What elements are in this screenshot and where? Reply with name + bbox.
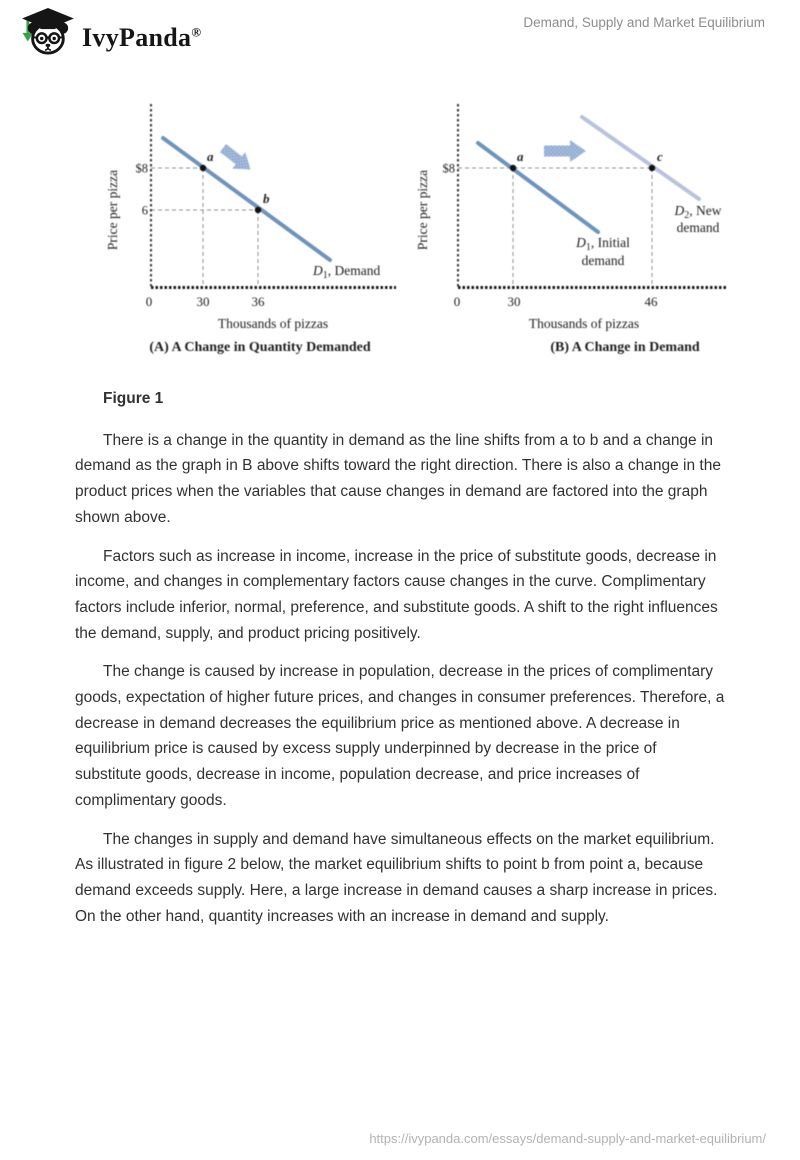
graph-a-point-a-label: a [207, 149, 214, 164]
graph-b-ylabel: Price per pizza [415, 170, 430, 250]
graph-a-point-b [254, 206, 262, 214]
graph-b-point-a [509, 164, 517, 172]
graph-b-xtick-46: 46 [645, 294, 659, 309]
panda-nose [45, 43, 51, 48]
ivypanda-logo-icon [22, 7, 74, 55]
graph-b-new-demand-line [580, 115, 701, 201]
graph-b-caption: (B) A Change in Demand [550, 340, 700, 355]
brand-name: IvyPanda® [82, 23, 202, 52]
graph-a-ytick-8: $8 [136, 162, 149, 176]
graph-a-point-a [199, 164, 207, 172]
graph-a-xtick-30: 30 [197, 294, 210, 309]
graph-b: a c D1, Initial demand D2, New demand $8… [415, 104, 728, 355]
graph-a-shift-arrow-icon [219, 144, 251, 170]
graph-a-guides [151, 167, 259, 286]
graph-b-new-demand-label: D2, New [674, 203, 722, 221]
graduation-cap [22, 7, 74, 30]
source-url: https://ivypanda.com/essays/demand-suppl… [369, 1131, 766, 1146]
graph-a-xlabel: Thousands of pizzas [218, 316, 328, 331]
figure-1-image: a b D1, Demand $8 6 0 30 36 Thousands of… [100, 98, 740, 363]
paragraph-1: There is a change in the quantity in dem… [75, 431, 721, 526]
graph-a: a b D1, Demand $8 6 0 30 36 Thousands of… [105, 104, 396, 355]
tassel-cord [26, 17, 30, 33]
document-title: Demand, Supply and Market Equilibrium [523, 15, 765, 30]
graph-b-initial-demand-line [476, 141, 600, 234]
graph-b-xtick-30: 30 [508, 294, 521, 309]
registered-trademark: ® [191, 24, 202, 40]
graph-b-guides [458, 167, 653, 286]
graph-a-xtick-0: 0 [146, 294, 153, 309]
graph-a-caption: (A) A Change in Quantity Demanded [149, 340, 371, 355]
essay-body: Figure 1 There is a change in the quanti… [75, 386, 727, 942]
paragraph-3: The change is caused by increase in popu… [75, 663, 725, 809]
graph-b-initial-demand-label: D1, Initial [575, 235, 630, 253]
figure-label: Figure 1 [103, 390, 164, 407]
graph-b-ytick-8: $8 [443, 162, 456, 176]
graph-a-ylabel: Price per pizza [105, 170, 120, 250]
tassel-arrow [22, 32, 34, 42]
graph-a-point-b-label: b [263, 191, 270, 206]
graph-a-demand-line [161, 136, 332, 262]
paragraph-4: The changes in supply and demand have si… [75, 830, 718, 925]
graph-a-ytick-6: 6 [142, 204, 148, 218]
graph-b-point-c-label: c [657, 149, 663, 164]
graph-b-shift-arrow-icon [544, 140, 586, 162]
graph-b-new-demand-label-2: demand [677, 220, 720, 235]
graph-b-point-a-label: a [517, 149, 524, 164]
graph-b-point-c [648, 164, 656, 172]
graph-a-demand-label: D1, Demand [312, 263, 380, 281]
demand-graphs-svg: a b D1, Demand $8 6 0 30 36 Thousands of… [105, 104, 728, 355]
graph-a-xtick-36: 36 [252, 294, 266, 309]
graph-b-initial-demand-label-2: demand [582, 253, 625, 268]
paragraph-2: Factors such as increase in income, incr… [75, 547, 718, 642]
graph-b-xtick-0: 0 [454, 294, 461, 309]
graph-b-xlabel: Thousands of pizzas [529, 316, 639, 331]
